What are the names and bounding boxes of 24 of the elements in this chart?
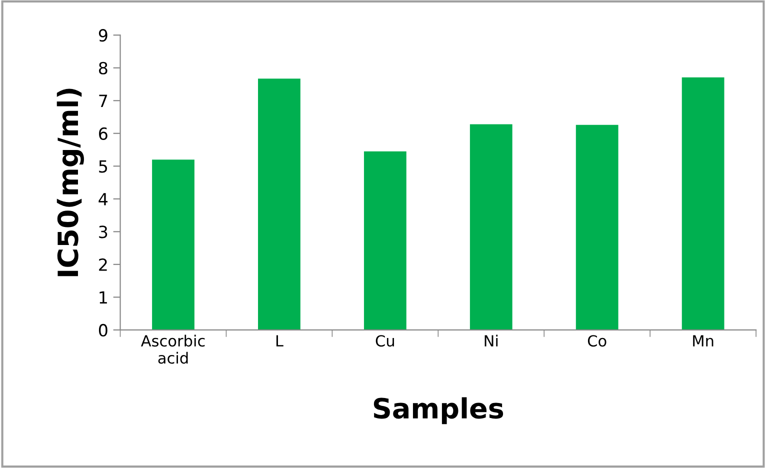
y-tick-label: 5	[99, 160, 107, 173]
x-tick-label: Mn	[693, 335, 714, 346]
y-tick-label: 9	[98, 29, 108, 42]
y-tick-label: 7	[99, 94, 108, 107]
y-tick-label: 8	[98, 62, 108, 74]
y-tick-label: 0	[98, 324, 108, 337]
bar	[364, 151, 406, 330]
y-tick-label: 6	[99, 127, 108, 140]
y-tick-label: 4	[98, 193, 108, 206]
x-tick-label: Ni	[484, 334, 498, 346]
x-tick-label: Co	[588, 335, 606, 347]
bar	[258, 78, 300, 330]
x-tick-label: L	[276, 335, 284, 346]
x-tick-label: Cu	[376, 335, 394, 347]
bar	[152, 160, 194, 330]
bar	[576, 124, 618, 330]
y-tick-label: 1	[100, 291, 107, 304]
y-tick-label: 2	[99, 258, 107, 271]
x-axis-title: Samples	[374, 397, 504, 424]
y-tick-label: 3	[99, 226, 108, 238]
bar	[682, 77, 724, 330]
bar	[470, 124, 512, 330]
y-axis-title: IC50(mg/ml)	[56, 88, 84, 276]
x-tick-label: Ascorbic acid	[140, 334, 205, 364]
